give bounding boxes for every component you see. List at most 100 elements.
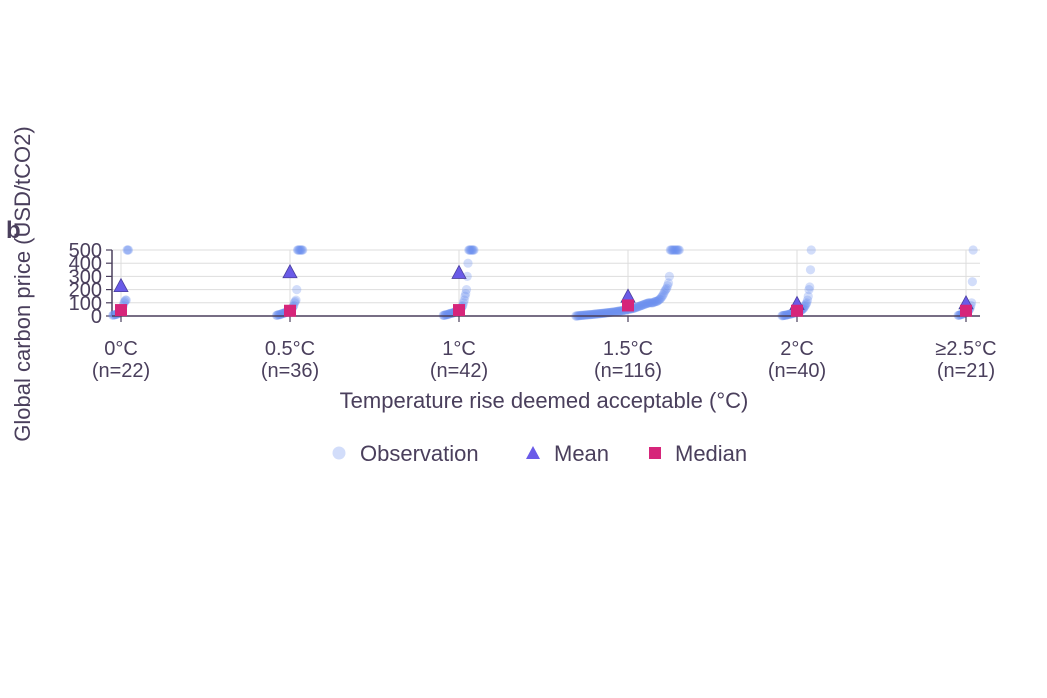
observation-point [660, 286, 670, 296]
x-category-label: ≥2.5°C [935, 338, 996, 360]
observation-point [459, 295, 469, 305]
observation-point [293, 245, 303, 255]
observation-point [465, 245, 475, 255]
observation-point [443, 310, 453, 320]
observation-point [579, 310, 589, 320]
observation-point [652, 296, 662, 307]
x-category-label: 2°C [780, 338, 814, 360]
legend-median-label: Median [675, 441, 747, 466]
observation-point [673, 245, 684, 255]
y-axis-title: Global carbon price (USD/tCO2) [10, 126, 35, 441]
observation-point [292, 245, 303, 255]
observation-point [666, 245, 676, 255]
observation-point [642, 298, 652, 309]
observation-point [442, 310, 452, 320]
observation-point [636, 301, 646, 311]
observation-point [440, 310, 451, 320]
x-category-label: 0.5°C [265, 338, 315, 360]
legend-median-marker [649, 447, 661, 459]
observation-point [806, 245, 816, 255]
observation-point [657, 291, 667, 301]
x-category-count: (n=22) [92, 360, 150, 382]
observation-point [467, 245, 477, 255]
observation-point [614, 306, 624, 316]
x-category-label: 0°C [104, 338, 138, 360]
observation-point [298, 245, 308, 255]
observation-point [801, 299, 811, 309]
observation-point [602, 308, 612, 318]
observation-point [601, 308, 612, 318]
observation-point [464, 245, 475, 255]
observation-point [582, 310, 592, 320]
observation-point [644, 298, 654, 308]
observation-point [609, 307, 619, 317]
legend-mean-marker [526, 446, 540, 459]
observation-point [781, 310, 792, 320]
observation-point [782, 310, 792, 320]
x-axis-title: Temperature rise deemed acceptable (°C) [340, 388, 749, 413]
observation-point [584, 310, 594, 320]
observation-point [610, 307, 621, 317]
observation-point [296, 245, 306, 255]
observation-point [607, 307, 617, 317]
observation-points [108, 245, 978, 321]
observation-point [583, 310, 594, 320]
observation-point [461, 285, 472, 295]
x-category-label: 1°C [442, 338, 476, 360]
observation-point [659, 288, 669, 298]
observation-point [669, 245, 679, 255]
observation-point [466, 245, 476, 255]
x-axis-categories: 0°C(n=22) 0.5°C(n=36) 1°C(n=42) 1.5°C(n=116… [92, 316, 997, 382]
observation-point [297, 245, 307, 255]
observation-point [274, 310, 285, 320]
observation-point [654, 294, 665, 305]
observation-point [804, 285, 814, 295]
median-marker [453, 304, 465, 317]
observation-point [805, 282, 815, 292]
observation-point [803, 291, 813, 301]
observation-point [612, 306, 622, 316]
median-marker [791, 304, 803, 317]
observation-point [645, 298, 655, 308]
mean-marker [282, 263, 298, 279]
observation-point [441, 310, 451, 320]
median-marker [622, 299, 634, 312]
observation-point [633, 302, 643, 312]
observation-point [674, 245, 684, 255]
observation-point [295, 245, 306, 255]
observation-point [603, 308, 613, 318]
observation-point [661, 285, 671, 295]
observation-point [586, 309, 596, 320]
observation-point [273, 310, 283, 320]
observation-point [463, 258, 473, 268]
observation-point [649, 297, 659, 307]
observation-point [667, 245, 677, 255]
x-category-label: 1.5°C [603, 338, 653, 360]
observation-point [464, 245, 474, 255]
observation-point [668, 245, 678, 255]
observation-point [662, 283, 672, 293]
observation-point [665, 245, 675, 255]
observation-point [645, 298, 656, 308]
observation-point [460, 291, 470, 301]
observation-point [647, 298, 657, 308]
observation-point [643, 298, 653, 308]
y-tick-label: 400 [69, 253, 102, 275]
observation-point [638, 300, 648, 310]
observation-point [664, 271, 675, 281]
observation-point [461, 288, 471, 299]
observation-point [123, 245, 134, 255]
observation-point [581, 310, 591, 320]
observation-point [122, 245, 132, 255]
observation-point [292, 285, 302, 295]
observation-point [648, 298, 658, 308]
summary-markers [113, 263, 974, 317]
panel-label: b [6, 217, 21, 244]
observation-point [613, 306, 623, 316]
observation-point [120, 296, 130, 307]
observation-point [580, 310, 590, 320]
observation-point [639, 299, 649, 309]
observation-point [290, 296, 300, 307]
observation-point [611, 307, 621, 317]
